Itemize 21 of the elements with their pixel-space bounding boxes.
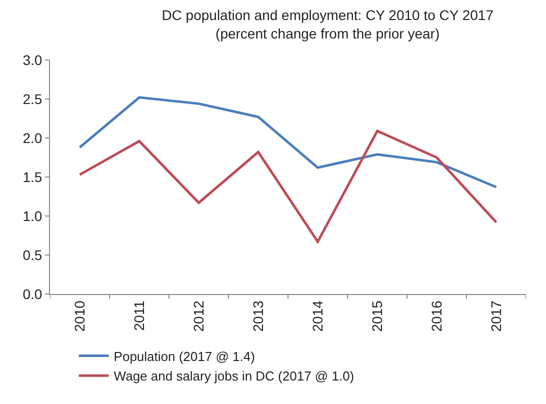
- line-series: [78, 130, 498, 243]
- y-tick-label: 1.0: [22, 208, 42, 224]
- x-tick-label: 2013: [250, 300, 266, 332]
- line-series: [78, 96, 498, 188]
- x-tick-label: 2015: [368, 300, 385, 332]
- y-tick-label: 0.0: [22, 286, 42, 302]
- chart-title: DC population and employment: CY 2010 to CY 2017: [162, 7, 494, 24]
- y-tick-label: 3.0: [22, 52, 42, 68]
- x-tick-label: 2017: [488, 300, 504, 332]
- x-tick-label: 2012: [190, 300, 206, 332]
- legend-label: Population (2017 @ 1.4): [114, 348, 255, 364]
- x-tick-label: 2011: [130, 300, 147, 331]
- y-tick-label: 2.0: [22, 130, 42, 146]
- x-tick-label: 2014: [309, 300, 326, 332]
- y-tick-label: 2.5: [22, 90, 42, 107]
- y-tick-label: 1.5: [22, 168, 42, 185]
- x-tick-label: 2010: [71, 300, 88, 332]
- legend-label: Wage and salary jobs in DC (2017 @ 1.0): [114, 368, 354, 384]
- y-tick-label: 0.5: [22, 246, 42, 263]
- chart-subtitle: (percent change from the prior year): [216, 25, 440, 42]
- x-tick-label: 2016: [428, 300, 444, 332]
